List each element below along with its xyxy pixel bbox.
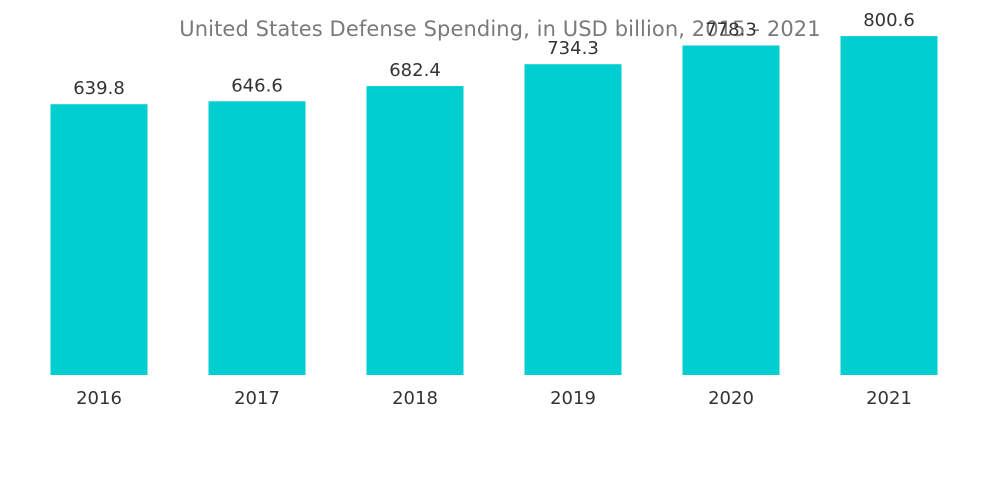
bar-2017 xyxy=(208,101,306,376)
bar-2019 xyxy=(524,64,622,375)
value-label-2018: 682.4 xyxy=(389,60,441,81)
value-label-2021: 800.6 xyxy=(863,10,915,31)
x-tick-label-2018: 2018 xyxy=(392,388,438,409)
bar-2020 xyxy=(682,45,780,375)
x-tick-label-2020: 2020 xyxy=(708,388,754,409)
x-tick-label-2017: 2017 xyxy=(234,388,280,409)
bar-2018 xyxy=(366,86,464,375)
x-tick-label-2016: 2016 xyxy=(76,388,122,409)
chart-title: United States Defense Spending, in USD b… xyxy=(179,17,821,41)
x-tick-label-2021: 2021 xyxy=(866,388,912,409)
value-label-2017: 646.6 xyxy=(231,75,283,96)
bar-2021 xyxy=(840,36,938,375)
x-tick-label-2019: 2019 xyxy=(550,388,596,409)
bar-2016 xyxy=(50,104,148,375)
value-label-2019: 734.3 xyxy=(547,38,599,59)
value-label-2020: 778.3 xyxy=(705,20,757,41)
value-label-2016: 639.8 xyxy=(73,78,125,99)
